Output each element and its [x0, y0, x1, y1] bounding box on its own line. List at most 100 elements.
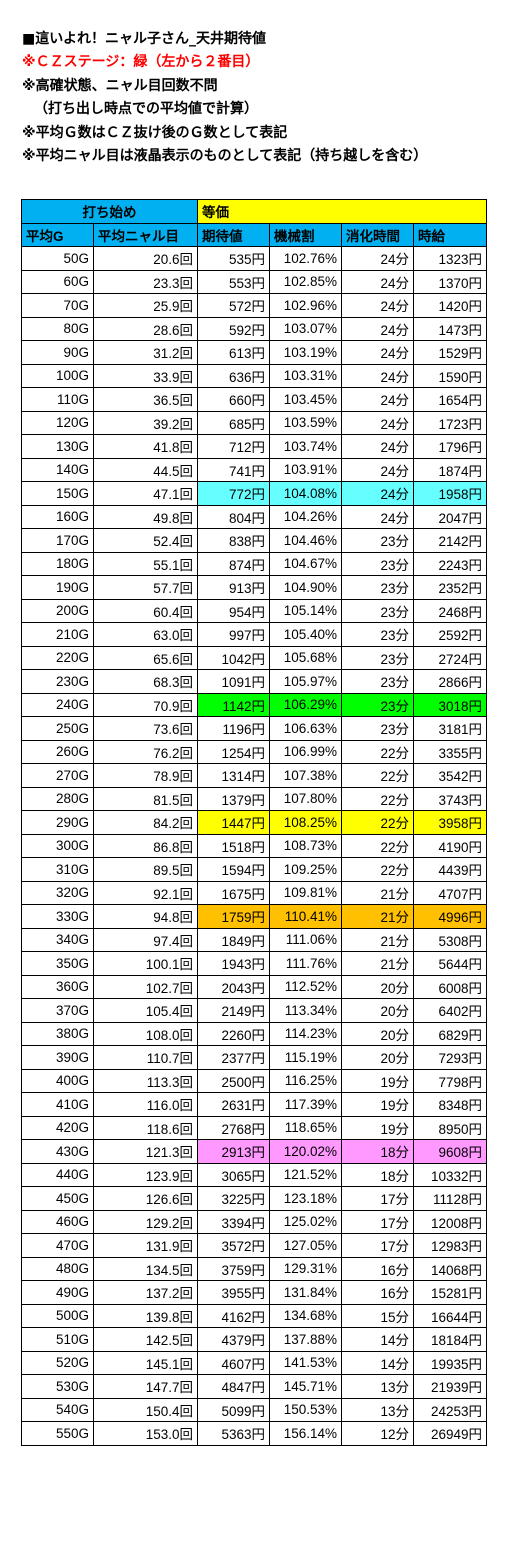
table-row: 260G 76.2回 1254円 106.99% 22分 3355円 — [21, 739, 487, 764]
avg-nyaru-cell: 134.5回 — [93, 1256, 198, 1281]
play-time-cell: 20分 — [341, 998, 414, 1023]
payout-rate-cell: 117.39% — [269, 1092, 342, 1117]
payout-rate-cell: 102.85% — [269, 269, 342, 294]
play-time-cell: 17分 — [341, 1209, 414, 1234]
expected-value-cell: 838円 — [197, 528, 270, 553]
avg-g-cell: 400G — [21, 1068, 94, 1093]
table-row: 150G 47.1回 772円 104.08% 24分 1958円 — [21, 481, 487, 506]
hourly-wage-cell: 3743円 — [413, 786, 487, 811]
avg-g-cell: 370G — [21, 998, 94, 1023]
avg-nyaru-cell: 49.8回 — [93, 504, 198, 529]
avg-nyaru-cell: 63.0回 — [93, 622, 198, 647]
table-row: 290G 84.2回 1447円 108.25% 22分 3958円 — [21, 810, 487, 835]
table-row: 340G 97.4回 1849円 111.06% 21分 5308円 — [21, 927, 487, 952]
expected-value-cell: 2500円 — [197, 1068, 270, 1093]
play-time-cell: 24分 — [341, 246, 414, 271]
table-row: 60G 23.3回 553円 102.85% 24分 1370円 — [21, 269, 487, 294]
payout-rate-cell: 111.76% — [269, 951, 342, 976]
expected-value-cell: 741円 — [197, 457, 270, 482]
avg-g-cell: 420G — [21, 1115, 94, 1140]
play-time-cell: 21分 — [341, 904, 414, 929]
avg-nyaru-cell: 31.2回 — [93, 340, 198, 365]
expected-value-cell: 685円 — [197, 410, 270, 435]
hourly-wage-cell: 7293円 — [413, 1045, 487, 1070]
table-row: 300G 86.8回 1518円 108.73% 22分 4190円 — [21, 833, 487, 858]
play-time-cell: 18分 — [341, 1139, 414, 1164]
payout-rate-cell: 103.45% — [269, 387, 342, 412]
hourly-wage-cell: 21939円 — [413, 1374, 487, 1399]
table-row: 180G 55.1回 874円 104.67% 23分 2243円 — [21, 551, 487, 576]
table-row: 430G 121.3回 2913円 120.02% 18分 9608円 — [21, 1139, 487, 1164]
expected-value-cell: 660円 — [197, 387, 270, 412]
table-row: 520G 145.1回 4607円 141.53% 14分 19935円 — [21, 1350, 487, 1375]
payout-rate-cell: 103.31% — [269, 363, 342, 388]
avg-nyaru-cell: 68.3回 — [93, 669, 198, 694]
avg-nyaru-cell: 110.7回 — [93, 1045, 198, 1070]
avg-g-cell: 430G — [21, 1139, 94, 1164]
expected-value-cell: 3955円 — [197, 1280, 270, 1305]
payout-rate-cell: 113.34% — [269, 998, 342, 1023]
table-row: 490G 137.2回 3955円 131.84% 16分 15281円 — [21, 1280, 487, 1305]
payout-rate-cell: 103.91% — [269, 457, 342, 482]
table-row: 320G 92.1回 1675円 109.81% 21分 4707円 — [21, 880, 487, 905]
expected-value-table: 打ち始め 等価 平均G 平均ニャル目 期待値 機械割 消化時間 時給 50G 20… — [21, 199, 487, 1446]
avg-g-cell: 360G — [21, 974, 94, 999]
avg-nyaru-cell: 113.3回 — [93, 1068, 198, 1093]
play-time-cell: 22分 — [341, 857, 414, 882]
play-time-cell: 23分 — [341, 575, 414, 600]
avg-g-cell: 150G — [21, 481, 94, 506]
avg-nyaru-cell: 147.7回 — [93, 1374, 198, 1399]
payout-rate-cell: 104.67% — [269, 551, 342, 576]
avg-g-cell: 550G — [21, 1421, 94, 1446]
expected-value-cell: 1091円 — [197, 669, 270, 694]
table-row: 220G 65.6回 1042円 105.68% 23分 2724円 — [21, 645, 487, 670]
hourly-wage-cell: 3018円 — [413, 692, 487, 717]
payout-rate-cell: 103.59% — [269, 410, 342, 435]
play-time-cell: 15分 — [341, 1303, 414, 1328]
play-time-cell: 20分 — [341, 1045, 414, 1070]
expected-value-cell: 3572円 — [197, 1233, 270, 1258]
play-time-cell: 23分 — [341, 528, 414, 553]
play-time-cell: 23分 — [341, 692, 414, 717]
avg-nyaru-cell: 145.1回 — [93, 1350, 198, 1375]
table-row: 90G 31.2回 613円 103.19% 24分 1529円 — [21, 340, 487, 365]
hourly-wage-cell: 2142円 — [413, 528, 487, 553]
play-time-cell: 18分 — [341, 1162, 414, 1187]
expected-value-cell: 2377円 — [197, 1045, 270, 1070]
hourly-wage-cell: 6402円 — [413, 998, 487, 1023]
avg-g-cell: 230G — [21, 669, 94, 694]
hourly-wage-cell: 1874円 — [413, 457, 487, 482]
avg-g-cell: 240G — [21, 692, 94, 717]
avg-g-cell: 260G — [21, 739, 94, 764]
avg-nyaru-cell: 102.7回 — [93, 974, 198, 999]
payout-rate-cell: 125.02% — [269, 1209, 342, 1234]
table-row: 420G 118.6回 2768円 118.65% 19分 8950円 — [21, 1115, 487, 1140]
expected-value-cell: 2913円 — [197, 1139, 270, 1164]
payout-rate-cell: 110.41% — [269, 904, 342, 929]
table-row: 400G 113.3回 2500円 116.25% 19分 7798円 — [21, 1068, 487, 1093]
hourly-wage-cell: 2724円 — [413, 645, 487, 670]
play-time-cell: 23分 — [341, 716, 414, 741]
hourly-wage-cell: 4190円 — [413, 833, 487, 858]
avg-g-cell: 340G — [21, 927, 94, 952]
hourly-wage-cell: 2352円 — [413, 575, 487, 600]
payout-rate-cell: 111.06% — [269, 927, 342, 952]
play-time-cell: 22分 — [341, 739, 414, 764]
col-header-payout-rate: 機械割 — [269, 222, 342, 247]
table-row: 80G 28.6回 592円 103.07% 24分 1473円 — [21, 316, 487, 341]
expected-value-cell: 1379円 — [197, 786, 270, 811]
expected-value-cell: 2768円 — [197, 1115, 270, 1140]
avg-nyaru-cell: 78.9回 — [93, 763, 198, 788]
avg-g-cell: 500G — [21, 1303, 94, 1328]
expected-value-cell: 997円 — [197, 622, 270, 647]
expected-value-cell: 636円 — [197, 363, 270, 388]
hourly-wage-cell: 2243円 — [413, 551, 487, 576]
payout-rate-cell: 104.46% — [269, 528, 342, 553]
avg-g-cell: 530G — [21, 1374, 94, 1399]
hourly-wage-cell: 1420円 — [413, 293, 487, 318]
avg-nyaru-cell: 126.6回 — [93, 1186, 198, 1211]
col-header-expected-value: 期待値 — [197, 222, 270, 247]
col-header-play-time: 消化時間 — [341, 222, 414, 247]
play-time-cell: 23分 — [341, 622, 414, 647]
play-time-cell: 22分 — [341, 810, 414, 835]
